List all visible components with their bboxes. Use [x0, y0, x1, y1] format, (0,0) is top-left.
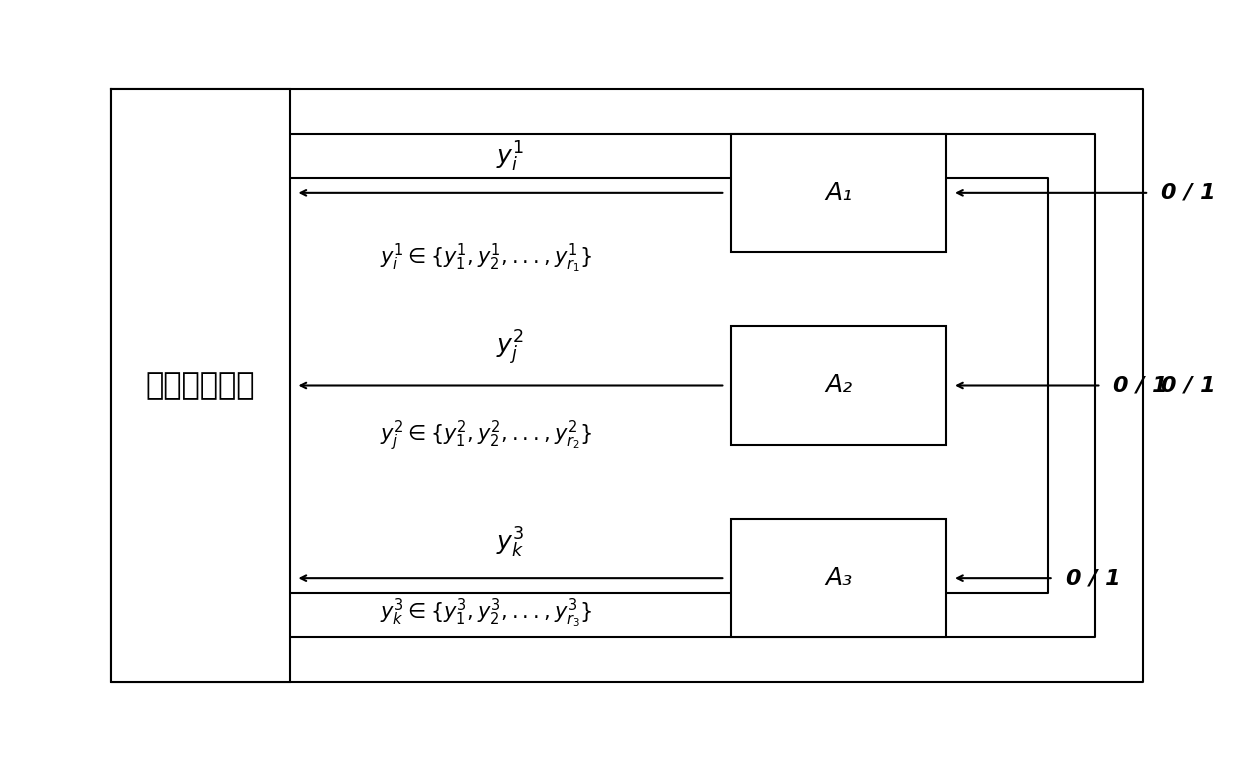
- FancyBboxPatch shape: [732, 519, 946, 638]
- Text: A₁: A₁: [825, 181, 852, 205]
- Text: $y_j^2$: $y_j^2$: [496, 328, 525, 367]
- Text: 0 / 1: 0 / 1: [1114, 375, 1168, 396]
- Text: 决策者的偏好: 决策者的偏好: [145, 371, 254, 400]
- FancyBboxPatch shape: [732, 133, 946, 252]
- Text: $y_k^3$: $y_k^3$: [496, 525, 525, 560]
- Text: 0 / 1: 0 / 1: [1161, 183, 1215, 203]
- Text: A₃: A₃: [825, 566, 852, 590]
- Text: $y_k^3 \in \{y_1^3, y_2^3,...,y_{r_3}^3\}$: $y_k^3 \in \{y_1^3, y_2^3,...,y_{r_3}^3\…: [381, 597, 593, 631]
- FancyBboxPatch shape: [732, 326, 946, 445]
- FancyBboxPatch shape: [110, 89, 290, 682]
- Text: 0 / 1: 0 / 1: [1065, 568, 1120, 588]
- Text: 0 / 1: 0 / 1: [1161, 375, 1215, 396]
- Text: $y_i^1 \in \{y_1^1, y_2^1,...,y_{r_1}^1\}$: $y_i^1 \in \{y_1^1, y_2^1,...,y_{r_1}^1\…: [381, 241, 593, 274]
- Text: $y_i^1$: $y_i^1$: [496, 140, 525, 174]
- Text: A₂: A₂: [825, 373, 852, 398]
- Text: $y_j^2 \in \{y_1^2, y_2^2,...,y_{r_2}^2\}$: $y_j^2 \in \{y_1^2, y_2^2,...,y_{r_2}^2\…: [381, 419, 593, 453]
